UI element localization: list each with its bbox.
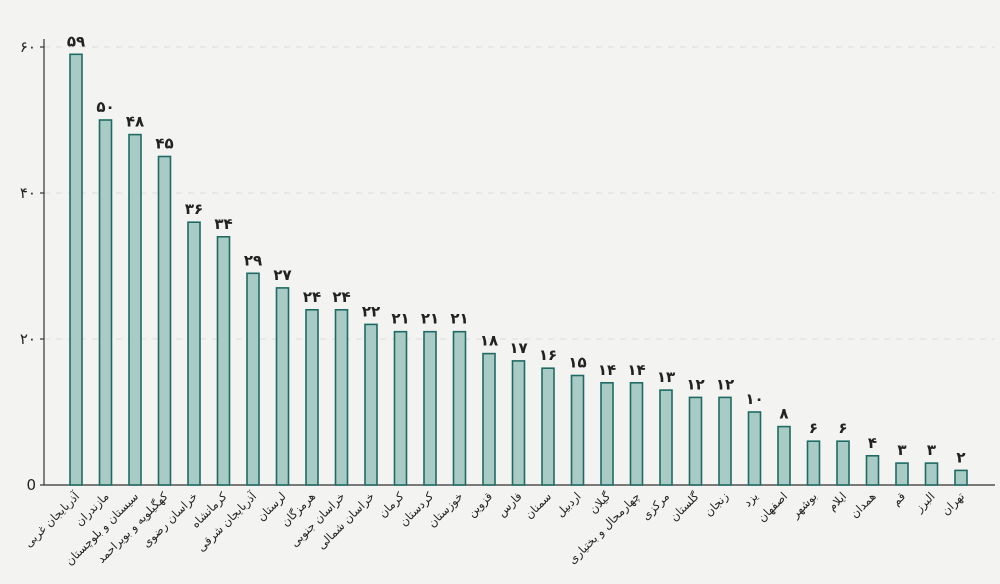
bar	[895, 462, 909, 486]
data-label: ۴۸	[126, 113, 144, 131]
data-label: ۲۷	[273, 266, 291, 284]
x-tick-label: همدان	[847, 489, 878, 520]
gridlines	[44, 46, 995, 340]
bar	[718, 396, 732, 486]
data-label: ۲۱	[450, 310, 468, 328]
x-tick-label: قزوین	[464, 489, 495, 520]
data-label: ۱۵	[568, 354, 586, 372]
y-tick-label: 0	[26, 476, 36, 494]
data-label: ۲	[956, 448, 965, 466]
data-label: ۲۱	[421, 310, 439, 328]
bar	[305, 308, 319, 486]
data-label: ۱۰	[745, 390, 763, 408]
bar	[452, 330, 467, 486]
bar	[954, 469, 968, 486]
data-label: ۳	[927, 441, 936, 459]
data-label: ۴۵	[155, 135, 173, 153]
data-label: ۱۴	[627, 361, 645, 379]
data-label: ۲۱	[391, 310, 409, 328]
bar	[216, 236, 231, 486]
bar	[334, 308, 349, 486]
bar	[836, 440, 850, 486]
bar	[747, 411, 762, 486]
x-tick-label: البرز	[911, 489, 938, 516]
data-label: ۱۶	[539, 346, 557, 364]
x-tick-label: گلستان	[667, 489, 702, 524]
x-tick-label: بوشهر	[787, 489, 820, 522]
bar	[777, 425, 791, 486]
bar	[423, 330, 437, 486]
bar	[187, 221, 201, 486]
data-label: ۴	[868, 434, 877, 452]
bar	[924, 462, 939, 486]
bar	[570, 374, 585, 486]
data-label: ۸	[779, 405, 788, 423]
bar	[69, 53, 83, 486]
bar	[541, 367, 555, 486]
x-tick-label: مرکزی	[639, 489, 673, 523]
x-tick-label: تهران	[938, 489, 967, 518]
data-label: ۵۹	[67, 32, 85, 50]
y-tick-label: ۴۰	[20, 184, 36, 202]
x-tick-label: قم	[889, 489, 908, 508]
bar	[275, 287, 290, 486]
data-label: ۳۶	[185, 200, 203, 218]
bar	[629, 381, 644, 486]
y-tick-label: ۲۰	[20, 330, 36, 348]
bar	[98, 119, 113, 486]
x-tick-label: اردبیل	[553, 489, 584, 520]
x-tick-label: ایلام	[825, 489, 849, 513]
data-label: ۱۷	[509, 339, 527, 357]
x-tick-label: زنجان	[701, 489, 732, 520]
data-label: ۱۲	[686, 375, 704, 393]
x-tick-label: سمنان	[522, 489, 554, 521]
x-tick-label: یزد	[740, 489, 761, 510]
data-label: ۳۴	[214, 215, 232, 233]
data-label: ۲۲	[362, 302, 380, 320]
bar	[128, 133, 142, 486]
data-label: ۱۸	[480, 332, 498, 350]
data-label: ۱۳	[657, 368, 675, 386]
data-label: ۱۲	[716, 375, 734, 393]
bar	[688, 396, 703, 486]
bar	[482, 352, 496, 486]
data-label: ۲۹	[244, 251, 262, 269]
bar	[806, 440, 821, 486]
data-label: ۵۰	[96, 98, 114, 116]
bar	[659, 389, 673, 486]
data-label: ۶	[838, 419, 847, 437]
bars	[69, 53, 968, 486]
x-tick-label: اصفهان	[755, 489, 790, 524]
x-tick-label: فارس	[495, 489, 526, 520]
data-label: ۲۴	[332, 288, 350, 306]
data-label: ۳	[897, 441, 906, 459]
bar	[157, 155, 172, 486]
bar	[511, 360, 526, 486]
bar	[364, 323, 378, 486]
y-tick-label: ۶۰	[20, 38, 36, 56]
bar	[393, 330, 408, 486]
bar	[600, 381, 614, 486]
data-label: ۶	[809, 419, 818, 437]
bar	[246, 272, 260, 486]
data-label: ۱۴	[598, 361, 616, 379]
data-label: ۲۴	[303, 288, 321, 306]
bar	[865, 454, 880, 486]
